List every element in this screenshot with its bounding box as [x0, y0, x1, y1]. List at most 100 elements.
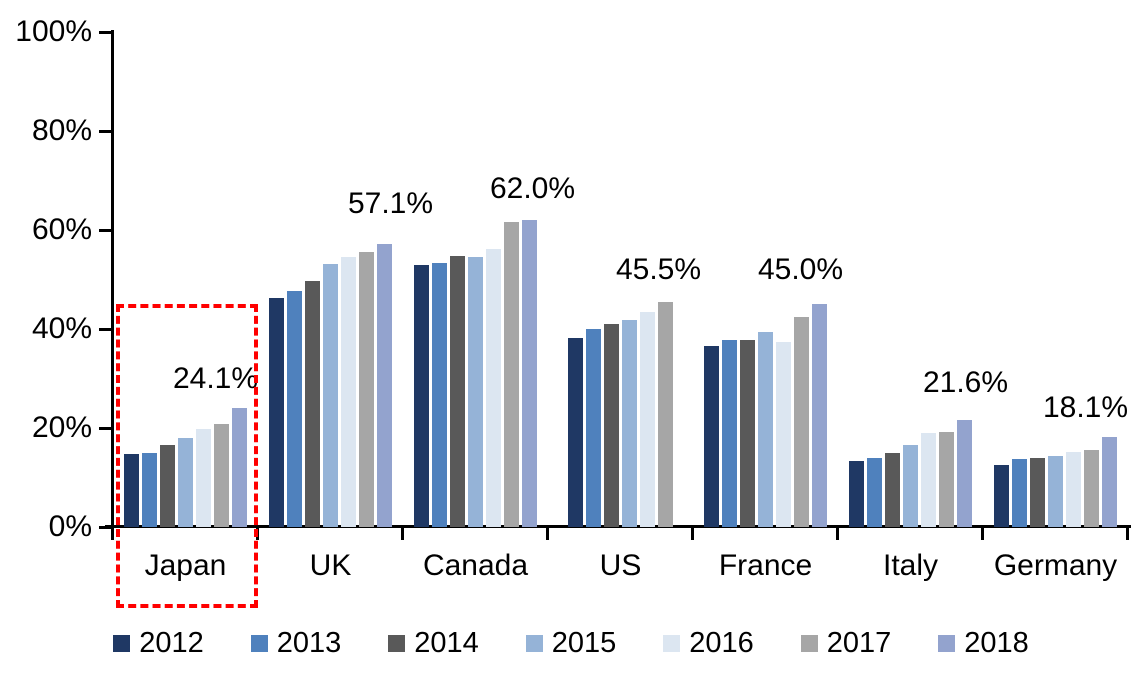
bar-japan-2018 — [232, 407, 247, 527]
legend-swatch-2017 — [800, 634, 818, 652]
bar-france-2014 — [740, 340, 755, 527]
bar-canada-2017 — [504, 222, 519, 527]
category-label-us: US — [599, 549, 642, 582]
bar-us-2015 — [622, 319, 637, 527]
bar-uk-2016 — [341, 257, 356, 527]
x-axis-tick — [546, 528, 549, 540]
bar-germany-2014 — [1030, 457, 1045, 527]
category-label-italy: Italy — [882, 549, 939, 582]
bar-italy-2017 — [939, 431, 954, 527]
bar-us-2016 — [640, 312, 655, 527]
data-label-japan: 24.1% — [172, 361, 259, 395]
y-axis-tick — [99, 31, 113, 34]
bar-france-2013 — [722, 339, 737, 527]
legend-swatch-2014 — [388, 634, 406, 652]
y-tick-label: 20% — [31, 411, 92, 444]
bar-italy-2016 — [921, 432, 936, 527]
bar-uk-2012 — [269, 297, 284, 527]
legend-item-2015: 2015 — [525, 627, 617, 659]
legend-swatch-2012 — [113, 634, 131, 652]
bar-canada-2013 — [432, 263, 447, 527]
bar-germany-2016 — [1066, 452, 1081, 527]
bar-italy-2015 — [903, 444, 918, 527]
bar-japan-2012 — [124, 453, 139, 527]
legend-swatch-2018 — [938, 634, 956, 652]
bar-italy-2014 — [885, 453, 900, 527]
legend-label: 2013 — [276, 627, 342, 659]
legend-label: 2016 — [689, 627, 754, 659]
x-axis-tick — [401, 528, 404, 540]
bar-france-2015 — [758, 332, 773, 527]
bar-japan-2016 — [196, 428, 211, 527]
legend-label: 2015 — [551, 627, 617, 659]
category-label-canada: Canada — [422, 549, 529, 582]
legend-item-2017: 2017 — [800, 627, 892, 659]
y-tick-label: 60% — [31, 213, 92, 246]
category-label-france: France — [718, 549, 813, 582]
bar-france-2017 — [794, 317, 809, 527]
bar-us-2012 — [568, 337, 583, 527]
bar-germany-2017 — [1084, 450, 1099, 527]
bar-italy-2018 — [957, 420, 972, 527]
legend-label: 2014 — [414, 627, 479, 659]
y-axis-tick — [99, 427, 113, 430]
legend-label: 2018 — [964, 627, 1029, 659]
y-axis-tick — [99, 130, 113, 133]
bar-italy-2012 — [849, 461, 864, 527]
x-axis-tick — [111, 528, 114, 540]
legend: 2012 2013 2014 2015 2016 2017 2018 — [0, 628, 1142, 658]
bar-canada-2014 — [450, 255, 465, 527]
legend-item-2016: 2016 — [663, 628, 754, 658]
x-axis-tick — [836, 528, 839, 540]
bar-canada-2012 — [414, 264, 429, 527]
legend-label: 2012 — [139, 627, 204, 659]
legend-swatch-2013 — [250, 634, 268, 652]
data-label-us: 45.5% — [615, 252, 702, 286]
bar-italy-2013 — [867, 458, 882, 527]
y-axis-tick — [99, 526, 113, 529]
category-label-uk: UK — [309, 549, 352, 582]
legend-item-2018: 2018 — [938, 628, 1029, 658]
bar-france-2016 — [776, 342, 791, 527]
bar-canada-2018 — [522, 220, 537, 527]
bar-uk-2015 — [323, 263, 338, 527]
bar-us-2013 — [586, 329, 601, 527]
bar-us-2017 — [658, 301, 673, 527]
x-axis-tick — [981, 528, 984, 540]
category-label-germany: Germany — [993, 549, 1118, 582]
x-axis-tick — [1126, 528, 1129, 540]
data-label-canada: 62.0% — [489, 172, 576, 206]
legend-swatch-2015 — [525, 634, 543, 652]
bar-canada-2016 — [486, 248, 501, 527]
data-label-italy: 21.6% — [922, 366, 1009, 400]
bar-france-2012 — [704, 345, 719, 527]
bar-japan-2017 — [214, 423, 229, 527]
bar-uk-2014 — [305, 281, 320, 527]
legend-item-2014: 2014 — [388, 628, 479, 658]
bar-japan-2015 — [178, 438, 193, 527]
bar-uk-2018 — [377, 244, 392, 527]
x-axis-tick — [691, 528, 694, 540]
bar-uk-2017 — [359, 251, 374, 527]
bar-germany-2015 — [1048, 456, 1063, 527]
y-tick-label: 40% — [31, 312, 92, 345]
y-tick-label: 80% — [31, 114, 92, 147]
bar-japan-2013 — [142, 452, 157, 527]
data-label-uk: 57.1% — [347, 187, 434, 221]
y-axis-tick — [99, 229, 113, 232]
x-axis-tick — [256, 528, 259, 540]
bar-us-2014 — [604, 324, 619, 527]
legend-item-2013: 2013 — [250, 627, 342, 659]
data-label-france: 45.0% — [757, 253, 844, 287]
bar-canada-2015 — [468, 257, 483, 527]
bar-uk-2013 — [287, 291, 302, 527]
legend-label: 2017 — [826, 627, 892, 659]
y-tick-label: 100% — [15, 15, 92, 48]
legend-item-2012: 2012 — [113, 628, 204, 658]
legend-swatch-2016 — [663, 634, 681, 652]
y-tick-label: 0% — [48, 510, 92, 543]
y-axis-line — [111, 30, 114, 529]
bar-france-2018 — [812, 304, 827, 527]
data-label-germany: 18.1% — [1042, 391, 1129, 425]
